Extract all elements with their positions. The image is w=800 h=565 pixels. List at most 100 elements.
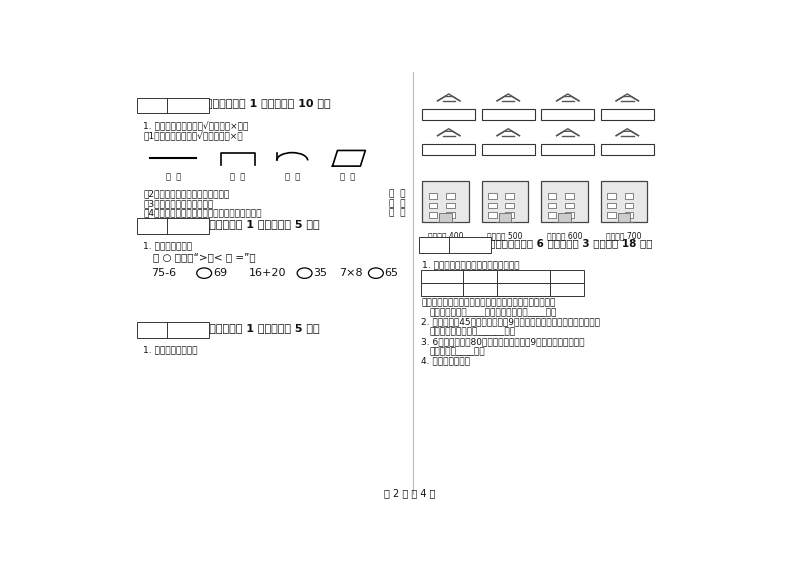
Text: 35: 35 [314,268,327,278]
Text: 在 ○ 里填上“>、< 或 =”。: 在 ○ 里填上“>、< 或 =”。 [153,252,255,262]
Text: 26 人: 26 人 [470,285,490,294]
Bar [422,181,469,222]
Text: 4. 乘车去夏令营。: 4. 乘车去夏令营。 [421,357,470,365]
Text: 得分: 得分 [430,241,439,250]
Bar [542,144,594,155]
Bar [446,212,454,218]
Text: 答：还要折____只。: 答：还要折____只。 [430,347,486,355]
Text: （  ）: （ ） [389,190,406,199]
Text: 八、解决问题（共 6 小题，每题 3 分，共计 18 分）: 八、解决问题（共 6 小题，每题 3 分，共计 18 分） [483,238,653,248]
Text: 1. 我会判断大小。: 1. 我会判断大小。 [143,242,193,251]
Text: 1. 让我来判断（对的打√，错的打×）。: 1. 让我来判断（对的打√，错的打×）。 [143,121,249,131]
Text: 69: 69 [213,268,227,278]
Text: 评卷人: 评卷人 [181,325,194,334]
Bar [138,98,209,114]
Text: （3）所有的直角都一样大。: （3）所有的直角都一样大。 [143,199,214,208]
Text: （  ）: （ ） [230,172,246,181]
Text: 97 + 503: 97 + 503 [428,110,470,119]
Bar [550,282,584,295]
Text: 六、比一比（共 1 大题，共计 5 分）: 六、比一比（共 1 大题，共计 5 分） [196,219,320,229]
Bar [488,203,497,208]
Text: 1. 李星在自己班调查，得到如下数据：: 1. 李星在自己班调查，得到如下数据： [422,260,520,269]
Text: 会下围棋的: 会下围棋的 [510,272,538,281]
Bar [138,322,209,337]
Bar [422,109,475,120]
Text: 答：平均每个笼子关______只。: 答：平均每个笼子关______只。 [430,327,516,336]
Bar [548,212,556,218]
Bar [429,212,438,218]
Bar [565,212,574,218]
Bar [498,282,550,295]
Text: 评卷人: 评卷人 [463,241,477,250]
Text: 得数大约 500: 得数大约 500 [487,232,523,241]
Text: 评卷人: 评卷人 [181,101,194,110]
Text: （2）角的两条边越长，角就越大。: （2）角的两条边越长，角就越大。 [143,190,230,199]
Bar [601,109,654,120]
Bar [506,212,514,218]
Bar [506,193,514,199]
Bar [506,203,514,208]
Bar [542,181,588,222]
Text: 1. 估一估，连一连。: 1. 估一估，连一连。 [143,345,198,354]
Text: 答：不会下围棋____人，不会下象棋的____人。: 答：不会下围棋____人，不会下象棋的____人。 [430,308,558,317]
Text: 女 生: 女 生 [435,285,449,294]
Text: 得数接近 400: 得数接近 400 [428,232,463,241]
Bar [138,218,209,234]
Bar [550,270,584,282]
Bar [607,203,616,208]
Bar [463,270,498,282]
Text: 五、判断对与错（共 1 大题，共计 10 分）: 五、判断对与错（共 1 大题，共计 10 分） [186,98,330,108]
Bar [421,270,463,282]
Bar [558,212,571,222]
Bar [429,193,438,199]
Bar [542,109,594,120]
Text: 549 − 150: 549 − 150 [544,145,592,154]
Bar [482,181,529,222]
Text: 得分: 得分 [147,101,157,110]
Text: 403 + 307: 403 + 307 [603,110,651,119]
Text: 7×8: 7×8 [338,268,362,278]
Bar [482,109,534,120]
Text: 七、连一连（共 1 大题，共计 5 分）: 七、连一连（共 1 大题，共计 5 分） [196,323,320,333]
Text: （  ）: （ ） [166,172,181,181]
Text: 男 生: 男 生 [435,272,449,281]
Bar [446,203,454,208]
Bar [463,282,498,295]
Bar [429,203,438,208]
Bar [446,193,454,199]
Text: 1000 − 299: 1000 − 299 [422,145,475,154]
Text: 25 人: 25 人 [470,272,490,281]
Text: 698 − 99: 698 − 99 [487,145,530,154]
Text: （  ）: （ ） [389,208,406,218]
Bar [499,212,511,222]
Bar [482,144,534,155]
Text: （  ）: （ ） [285,172,300,181]
Bar [422,144,475,155]
Bar [601,144,654,155]
Text: 得数大约 700: 得数大约 700 [606,232,642,241]
Bar [618,212,630,222]
Text: 75-6: 75-6 [151,268,176,278]
Bar [488,193,497,199]
Bar [498,270,550,282]
Text: （  ）: （ ） [389,199,406,208]
Bar [625,203,634,208]
Bar [565,193,574,199]
Text: （  ）: （ ） [340,172,356,181]
Bar [548,193,556,199]
Text: 他们班同学中，不会下围棋和不会下象棋的各有多少人？: 他们班同学中，不会下围棋和不会下象棋的各有多少人？ [421,298,555,307]
Text: 102 + 289: 102 + 289 [544,110,591,119]
Text: 得数接近 600: 得数接近 600 [547,232,582,241]
Text: 评卷人: 评卷人 [181,221,194,231]
Text: 15 人: 15 人 [558,285,577,294]
Bar [439,212,452,222]
Bar [607,193,616,199]
Text: 395 + 102: 395 + 102 [485,110,532,119]
Text: 3. 6个小朋友要把80只纸鹤，每人已折了9只，还要折多少只？: 3. 6个小朋友要把80只纸鹤，每人已折了9只，还要折多少只？ [421,337,585,346]
Bar [601,181,647,222]
Bar [548,203,556,208]
Bar [488,212,497,218]
Text: 第 2 页 共 4 页: 第 2 页 共 4 页 [384,488,436,498]
Text: 719 − 221: 719 − 221 [603,145,651,154]
Bar [625,193,634,199]
